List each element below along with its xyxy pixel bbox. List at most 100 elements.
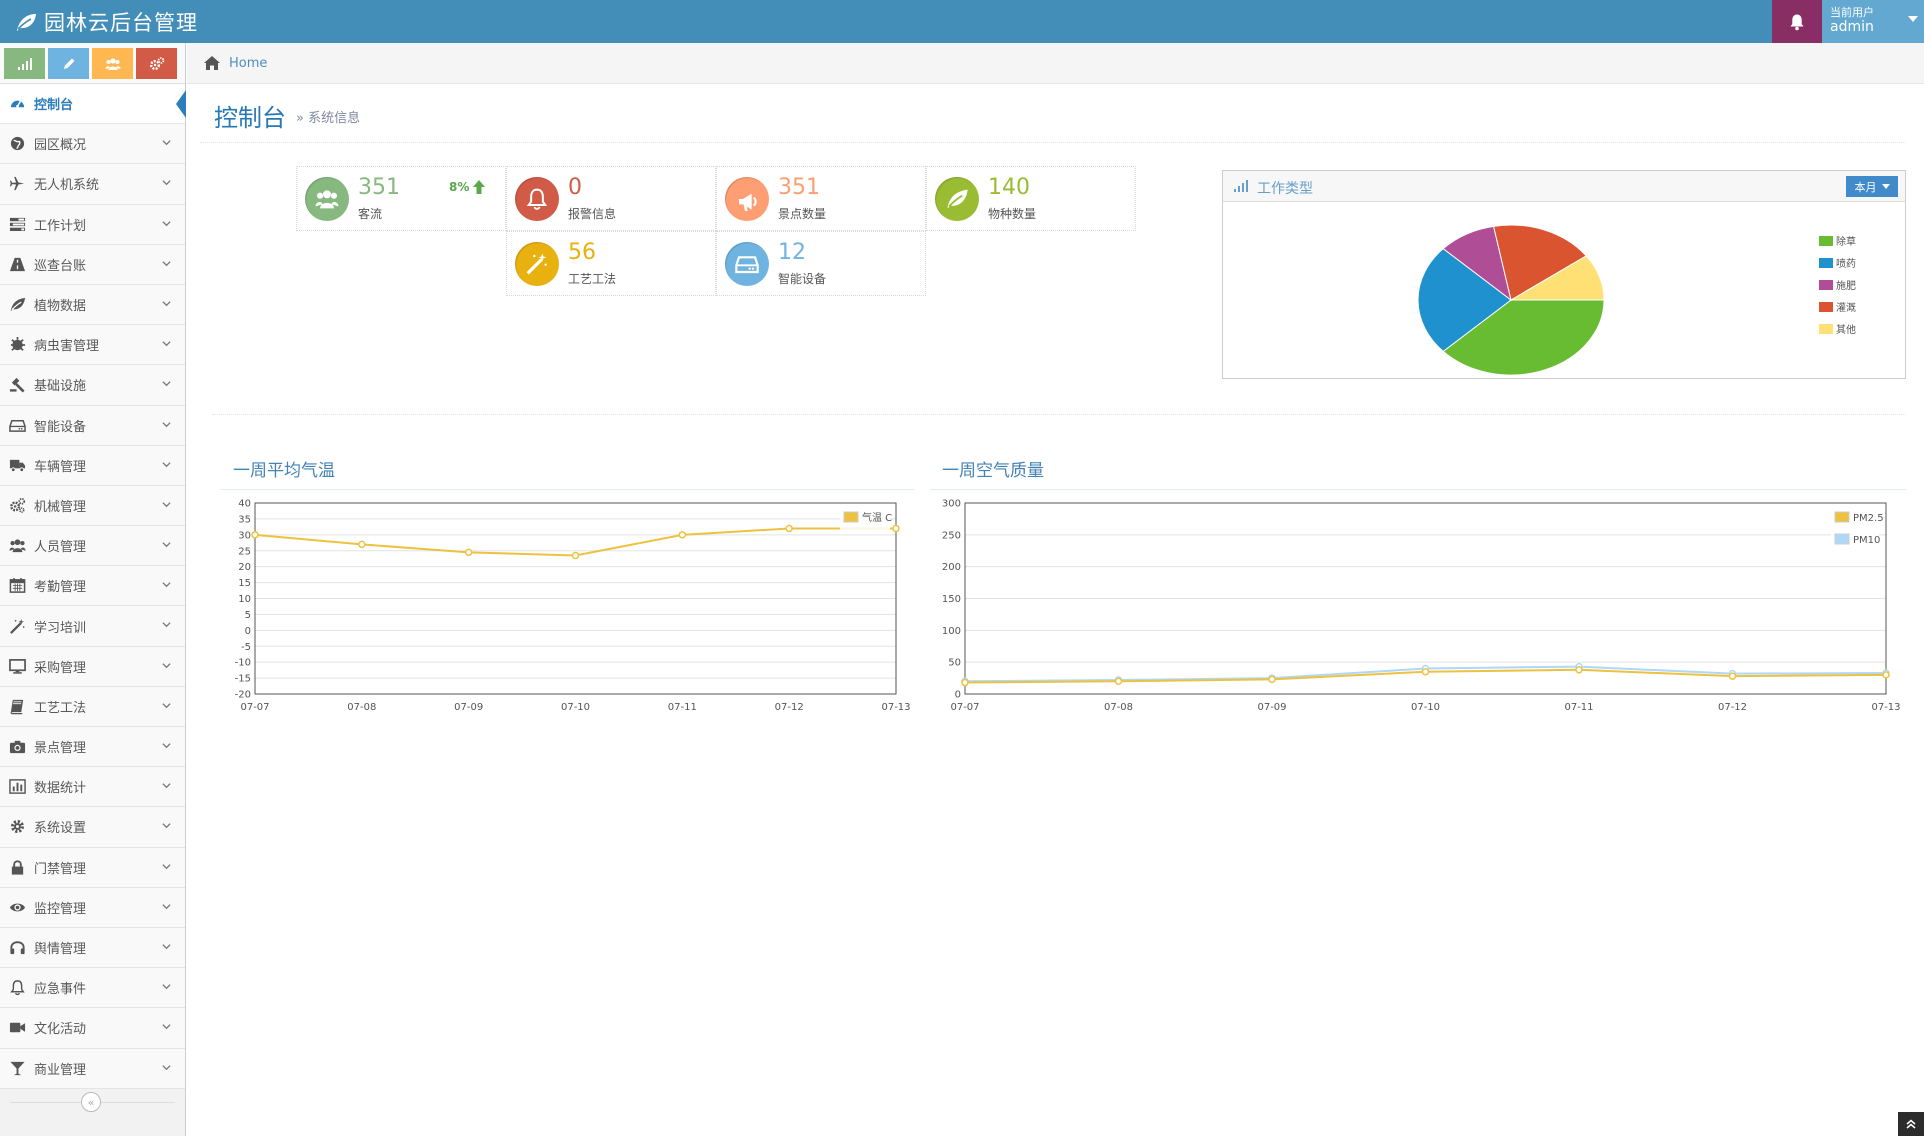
trend-value: 8% [449, 180, 470, 194]
user-name: admin [1830, 19, 1874, 35]
x-tick-label: 07-09 [1257, 702, 1286, 713]
pie-slice[interactable] [1509, 255, 1605, 301]
sidebar-item[interactable]: 工作计划 [0, 204, 185, 245]
sidebar-item[interactable]: 人员管理 [0, 526, 185, 567]
magic-icon [515, 242, 559, 286]
y-tick-label: 0 [955, 690, 961, 701]
widget-title: 工作类型 [1257, 181, 1313, 197]
leaf-icon [17, 14, 36, 31]
sidebar-item[interactable]: 景点管理 [0, 727, 185, 768]
sidebar-item[interactable]: 采购管理 [0, 646, 185, 687]
legend-swatch [1819, 257, 1833, 268]
sidebar-item-label: 无人机系统 [34, 178, 100, 194]
signal-icon [1234, 180, 1248, 192]
sidebar-item[interactable]: 数据统计 [0, 767, 185, 808]
sidebar-item-label: 人员管理 [34, 540, 87, 556]
sidebar-item[interactable]: 控制台 [0, 84, 186, 125]
user-menu[interactable]: 当前用户 admin [1822, 0, 1924, 43]
sidebar-item[interactable]: 车辆管理 [0, 445, 185, 486]
sidebar-item[interactable]: 考勤管理 [0, 566, 185, 607]
y-tick-label: 0 [245, 626, 251, 637]
shortcut-group-button[interactable] [92, 48, 133, 79]
y-tick-label: -15 [235, 674, 251, 685]
shortcut-cogs-button[interactable] [136, 48, 177, 79]
breadcrumb-home-link[interactable]: Home [229, 55, 268, 71]
plane-icon [8, 175, 26, 193]
air-quality-chart-divider [930, 489, 1906, 490]
infobox-label: 景点数量 [778, 207, 827, 221]
pencil-icon [63, 58, 74, 69]
y-tick-label: 15 [238, 578, 251, 589]
scroll-to-top-button[interactable] [1898, 1112, 1924, 1136]
sidebar-item[interactable]: 文化活动 [0, 1008, 185, 1049]
notifications-button[interactable] [1772, 0, 1822, 43]
video-icon [8, 1019, 26, 1037]
sidebar-menu: 控制台 园区概况无人机系统工作计划巡查台账植物数据病虫害管理基础设施 智能设备 车辆管… [0, 84, 186, 1089]
x-tick-label: 07-07 [240, 702, 269, 713]
chevron-down-icon [162, 461, 171, 467]
data-point [358, 540, 366, 549]
sidebar-item[interactable]: 监控管理 [0, 887, 185, 928]
y-tick-label: 5 [245, 610, 251, 621]
legend-swatch [843, 511, 859, 523]
shortcut-pencil-button[interactable] [48, 48, 89, 79]
sidebar-item[interactable]: 基础设施 [0, 365, 185, 406]
legend-swatch [1819, 235, 1833, 246]
sidebar-item[interactable]: 系统设置 [0, 807, 185, 848]
bell-icon [1790, 14, 1804, 30]
data-point [1268, 675, 1276, 684]
sidebar-item-label: 工作计划 [34, 218, 87, 234]
pie-slice[interactable] [1492, 224, 1588, 301]
bar-chart-icon [8, 778, 26, 796]
sidebar-item-label: 巡查台账 [34, 258, 87, 274]
y-tick-label: 30 [238, 530, 251, 541]
sidebar-item[interactable]: 智能设备 [0, 405, 185, 446]
y-tick-label: 200 [942, 562, 961, 573]
sidebar-item[interactable]: 园区概况 [0, 124, 185, 165]
legend-swatch [1819, 279, 1833, 290]
bell-icon [515, 177, 559, 221]
sidebar-item[interactable]: 工艺工法 [0, 686, 185, 727]
sidebar-item[interactable]: 商业管理 [0, 1048, 185, 1089]
brand-title: 园林云后台管理 [44, 11, 198, 35]
brand[interactable]: 园林云后台管理 [14, 7, 198, 37]
infobox-label: 报警信息 [568, 207, 617, 221]
legend-label: PM10 [1853, 535, 1880, 546]
sidebar-item-label: 应急事件 [34, 982, 87, 998]
shortcut-signal-button[interactable] [4, 48, 45, 79]
chevron-down-icon [162, 421, 171, 427]
chevron-down-icon [162, 301, 171, 307]
sidebar-item-label: 病虫害管理 [34, 339, 100, 355]
chevron-down-icon [162, 863, 171, 869]
y-tick-label: -5 [241, 642, 251, 653]
sidebar-item[interactable]: 门禁管理 [0, 847, 185, 888]
period-dropdown-button[interactable]: 本月 [1846, 176, 1898, 197]
sidebar-item-label: 学习培训 [34, 620, 87, 636]
x-tick-label: 07-08 [1104, 702, 1133, 713]
sidebar-item[interactable]: 舆情管理 [0, 927, 185, 969]
sidebar-item[interactable]: 病虫害管理 [0, 325, 185, 366]
y-tick-label: 150 [942, 594, 961, 605]
sidebar-item[interactable]: 植物数据 [0, 284, 185, 326]
gavel-icon [8, 376, 26, 394]
infobox: 140 物种数量 [926, 166, 1136, 231]
sidebar-item[interactable]: 应急事件 [0, 968, 185, 1009]
chevron-down-icon [162, 220, 171, 226]
infobox: 351 客流 8% [296, 166, 506, 231]
legend-swatch [1834, 533, 1850, 545]
sidebar-item[interactable]: 学习培训 [0, 606, 185, 647]
infobox-trend: 8% [449, 179, 486, 195]
y-tick-label: 100 [942, 626, 961, 637]
data-point [1575, 666, 1583, 674]
sidebar-item[interactable]: 巡查台账 [0, 244, 185, 285]
sidebar-item[interactable]: 机械管理 [0, 485, 185, 527]
pie-slice[interactable] [1442, 299, 1605, 376]
chevron-down-icon [162, 502, 171, 508]
page-title: 控制台 [214, 104, 286, 132]
sidebar-item[interactable]: 无人机系统 [0, 164, 185, 205]
infobox-value: 351 [778, 175, 820, 200]
road-icon [8, 255, 26, 273]
collapse-sidebar-button[interactable]: « [81, 1092, 101, 1112]
pie-slice[interactable] [1417, 248, 1512, 352]
x-tick-label: 07-12 [1718, 702, 1747, 713]
